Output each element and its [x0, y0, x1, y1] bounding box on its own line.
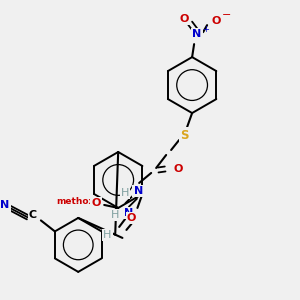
Text: S: S — [180, 128, 188, 142]
Text: O: O — [173, 164, 183, 174]
Text: O: O — [127, 213, 136, 223]
Text: C: C — [29, 210, 37, 220]
Text: O: O — [179, 14, 189, 24]
Text: +: + — [202, 25, 208, 34]
Text: N: N — [0, 200, 10, 210]
Text: H: H — [103, 230, 111, 240]
Text: methoxy: methoxy — [56, 197, 100, 206]
Text: −: − — [221, 10, 231, 20]
Text: H: H — [111, 210, 119, 220]
Text: H: H — [121, 188, 129, 198]
Text: N: N — [134, 186, 143, 196]
Text: O: O — [212, 16, 221, 26]
Text: N: N — [193, 29, 202, 39]
Text: methoxy: methoxy — [75, 201, 81, 202]
Text: N: N — [124, 208, 133, 218]
Text: O: O — [92, 198, 101, 208]
